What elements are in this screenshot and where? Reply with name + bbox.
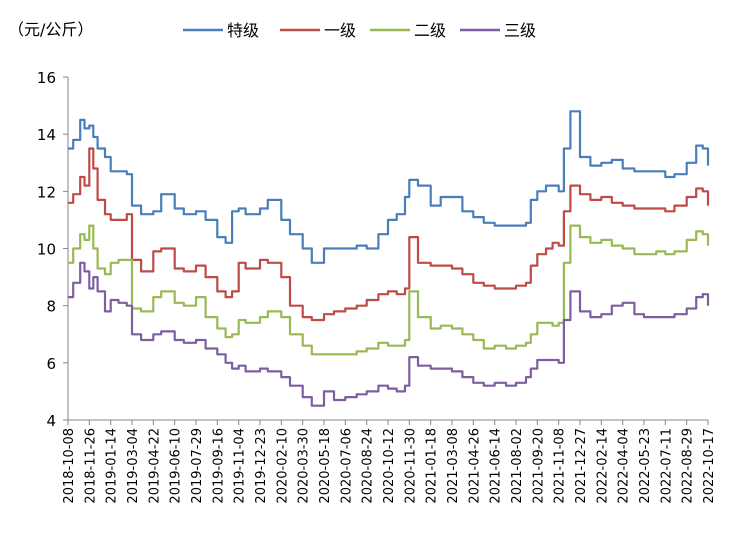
x-axis: 2018-10-08 2018-11-26 2019-01-14 2019-03-04… (62, 419, 717, 504)
x-tick-label: 2020-08-24 (361, 428, 376, 504)
x-tick-label: 2019-09-16 (211, 428, 226, 504)
x-tick-label: 2020-05-18 (318, 428, 333, 504)
x-tick-label: 2021-04-26 (467, 428, 482, 504)
y-tick-label: 4 (46, 412, 56, 430)
x-tick-label: 2019-11-04 (233, 428, 248, 504)
y-tick-label: 12 (37, 183, 56, 201)
x-tick-label: 2022-04-04 (617, 428, 632, 504)
y-tick-label: 6 (46, 355, 56, 373)
x-tick-label: 2022-10-17 (702, 428, 717, 504)
x-tick-label: 2021-12-27 (574, 428, 589, 504)
x-tick-label: 2019-12-23 (254, 428, 269, 504)
x-tick-label: 2020-02-10 (275, 428, 290, 504)
series-line-一级 (68, 147, 710, 322)
unit-label: （元/公斤） (8, 20, 93, 39)
x-tick-label: 2020-11-30 (403, 428, 418, 504)
x-tick-label: 2021-01-18 (425, 428, 440, 504)
y-tick-label: 16 (37, 69, 56, 87)
x-tick-label: 2018-10-08 (62, 428, 77, 504)
x-tick-label: 2021-09-20 (531, 428, 546, 504)
x-tick-label: 2018-11-26 (83, 428, 98, 504)
x-tick-label: 2019-03-04 (126, 428, 141, 504)
y-tick-label: 8 (46, 298, 56, 316)
x-tick-label: 2022-05-23 (638, 428, 653, 504)
x-tick-label: 2019-01-14 (105, 428, 120, 504)
x-tick-label: 2022-07-11 (659, 428, 674, 504)
legend: 特级 一级 二级 三级 (183, 21, 536, 40)
series-line-三级 (68, 261, 710, 407)
x-tick-label: 2021-03-08 (446, 428, 461, 504)
legend-label-一级: 一级 (324, 21, 356, 40)
x-tick-label: 2022-08-29 (681, 428, 696, 504)
y-axis: 4 6 8 10 12 14 16 (37, 69, 69, 430)
x-tick-label: 2021-08-02 (510, 428, 525, 504)
x-tick-label: 2019-04-22 (147, 428, 162, 504)
x-tick-label: 2019-06-10 (169, 428, 184, 504)
x-tick-label: 2022-02-14 (595, 428, 610, 504)
x-tick-label: 2021-11-08 (553, 428, 568, 504)
x-tick-label: 2020-03-30 (297, 428, 312, 504)
x-tick-label: 2020-07-06 (339, 428, 354, 504)
x-tick-label: 2019-07-29 (190, 428, 205, 504)
x-tick-label: 2021-06-14 (489, 428, 504, 504)
legend-label-三级: 三级 (504, 21, 536, 40)
legend-label-特级: 特级 (227, 21, 259, 40)
x-tick-label: 2020-10-12 (382, 428, 397, 504)
series-line-特级 (68, 110, 710, 264)
series-lines (68, 110, 710, 407)
legend-label-二级: 二级 (414, 21, 446, 40)
y-tick-label: 14 (37, 126, 56, 144)
series-line-二级 (68, 224, 710, 356)
y-tick-label: 10 (37, 241, 56, 259)
